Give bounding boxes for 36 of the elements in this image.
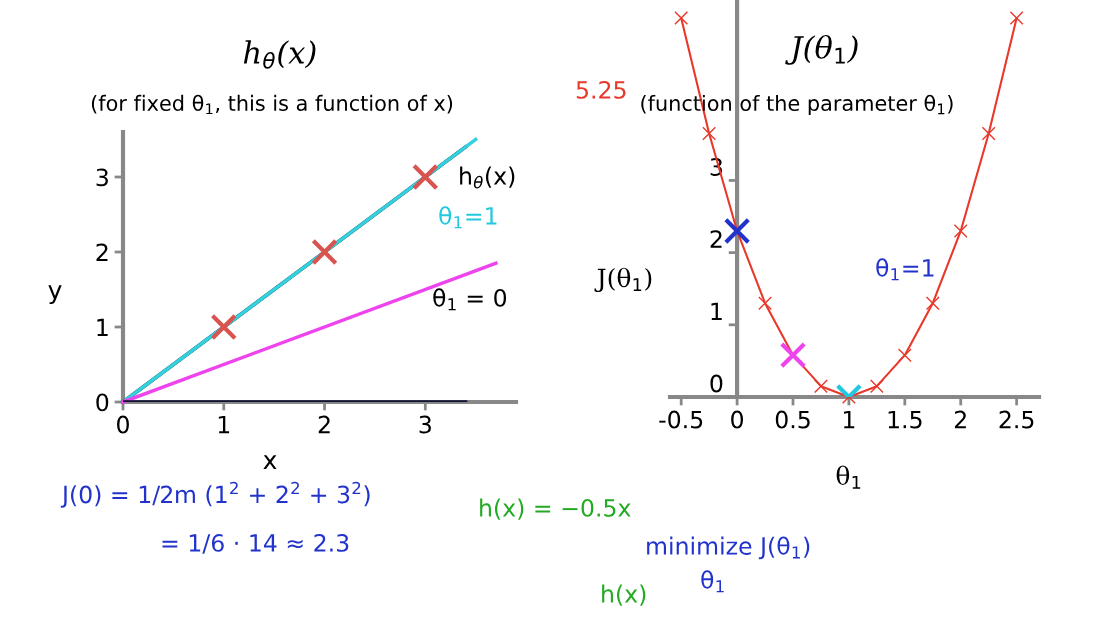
x-tick-label: 2.5 [999,410,1034,429]
x-tick-label: 0 [731,410,744,429]
x-tick-label: 1.5 [888,410,922,429]
chart-title: h$_{θ}$(x) [243,40,316,69]
annotation: θ$_{1}$ = 0 [433,288,507,311]
text: h(x) [602,584,646,606]
text: minimize J(θ$_{1}$) [647,536,810,560]
text: θ$_{1}$ [701,570,724,593]
text: 5.25 [576,80,626,99]
y-tick-label: 2 [710,230,722,248]
x-axis-title: x [263,455,277,469]
y-axis-title: J(θ$_{1}$) [594,267,652,293]
x-tick-label: 0 [117,415,129,434]
annotation: θ$_{1}$=1 [876,258,934,281]
chart-subtitle: (for fixed θ$_{1}$, this is a function of x) [91,94,453,115]
x-tick-label: 0.5 [775,410,810,429]
y-tick-label: 2 [96,243,108,261]
annotation: θ$_{1}$=1 [439,206,497,229]
y-tick-label: 0 [710,374,723,393]
annotation: h$_{θ}$(x) [460,166,515,189]
x-tick-label: 2 [318,415,330,434]
x-tick-label: 1 [218,415,230,434]
text: h(x) = −0.5x [480,498,631,520]
x-tick-label: 1 [843,410,855,429]
text: J(θ$_{1}$) [785,34,858,65]
y-tick-label: 1 [97,318,108,336]
x-tick-label: 2 [954,410,966,429]
text: J(0) = 1/2m (1$^{2}$ + 2$^{2}$ + 3$^{2}$) [60,481,370,508]
y-axis-title: y [48,285,62,305]
x-tick-label: 3 [419,415,431,434]
text: = 1/6 · 14 ≈ 2.3 [162,533,349,554]
y-tick-label: 3 [96,168,108,187]
x-axis-title: θ$_{1}$ [836,465,861,489]
x-tick-label: -0.5 [659,410,703,429]
y-tick-label: 1 [711,302,722,320]
y-tick-label: 0 [96,393,109,412]
